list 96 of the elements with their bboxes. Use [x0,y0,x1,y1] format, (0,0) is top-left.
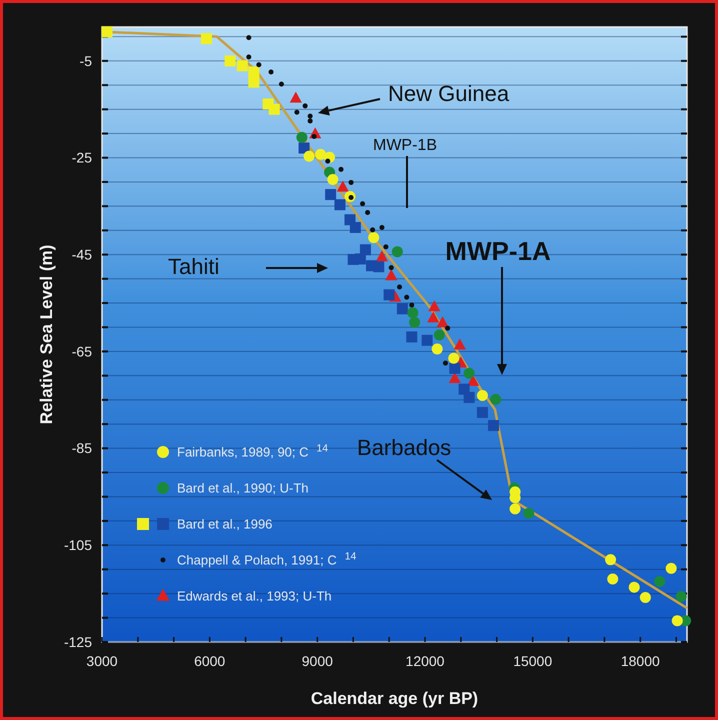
point [409,302,414,308]
x-tick-label: 9000 [302,653,334,669]
point [464,368,475,379]
annotation: MWP-1B [373,137,437,154]
point [427,311,440,322]
x-tick-label: 3000 [86,653,118,669]
point [348,254,359,265]
point [436,316,449,328]
point [510,503,521,514]
legend-label: Fairbanks, 1989, 90; C$^{14}$ [177,443,328,460]
annotation: Tahiti [168,254,220,279]
point [290,92,302,103]
legend-label: Edwards et al., 1993; U-Th [177,588,332,604]
point [407,307,418,318]
point [315,148,326,160]
point [336,180,349,192]
point [676,590,687,602]
point [406,331,418,342]
point [672,615,683,626]
y-axis-title: Relative Sea Level (m) [37,244,56,424]
point [379,224,384,230]
point [368,232,380,244]
point [404,294,410,300]
point [308,118,313,124]
point [442,360,448,366]
x-tick-label: 6000 [194,653,226,669]
point [449,362,460,374]
point [327,174,338,186]
point [246,35,252,40]
x-tick-label: 18000 [620,653,660,669]
legend-label: Chappell & Polach, 1991; C$^{14}$ [177,551,356,568]
x-axis-title: Calendar age (yr BP) [310,689,478,708]
point [434,329,445,340]
point [488,420,500,432]
point [325,189,336,200]
annotation: New Guinea [388,81,510,106]
point [366,260,378,272]
point [338,166,344,172]
point [294,110,300,115]
point [666,562,677,574]
y-tick-label: -105 [64,537,92,554]
point [448,352,460,364]
point [388,265,394,270]
y-tick-label: -125 [64,634,92,650]
point [476,390,488,402]
point [246,54,252,60]
point [490,394,502,405]
y-tick-label: -45 [72,246,92,262]
point [397,284,402,290]
point [383,244,388,250]
point [370,227,376,232]
point [298,142,310,154]
point [628,582,640,593]
legend-label: Bard et al., 1990; U-Th [177,480,309,496]
point [350,222,361,233]
point [607,574,618,585]
point [428,300,440,312]
point [268,70,274,75]
point [464,392,475,403]
point [422,334,433,346]
point [384,289,395,300]
point [392,246,403,258]
y-tick-label: -5 [80,52,92,69]
point [348,180,354,185]
point [302,103,308,108]
point [308,114,313,119]
point [640,592,651,603]
point [360,201,366,206]
point [325,158,330,164]
point [445,326,450,331]
point [304,150,315,162]
y-tick-label: -25 [72,150,92,166]
annotation: Barbados [357,435,452,460]
point [360,244,371,256]
y-tick-label: -85 [72,440,92,456]
point [376,250,388,262]
point [385,269,398,280]
point [365,210,370,215]
point [312,134,317,139]
point [432,344,443,355]
point [523,508,534,519]
point [278,82,284,87]
point [409,316,420,328]
y-tick-label: -65 [72,343,92,360]
x-tick-label: 15000 [513,653,552,669]
point [334,199,346,210]
point [476,406,488,418]
legend-label: Bard et al., 1996 [177,516,272,532]
point [396,303,408,314]
point [454,338,466,350]
point [256,62,262,68]
point [605,554,616,566]
annotation: MWP-1A [445,236,551,266]
x-tick-label: 12000 [406,653,445,669]
point [654,576,666,587]
point [296,132,308,143]
